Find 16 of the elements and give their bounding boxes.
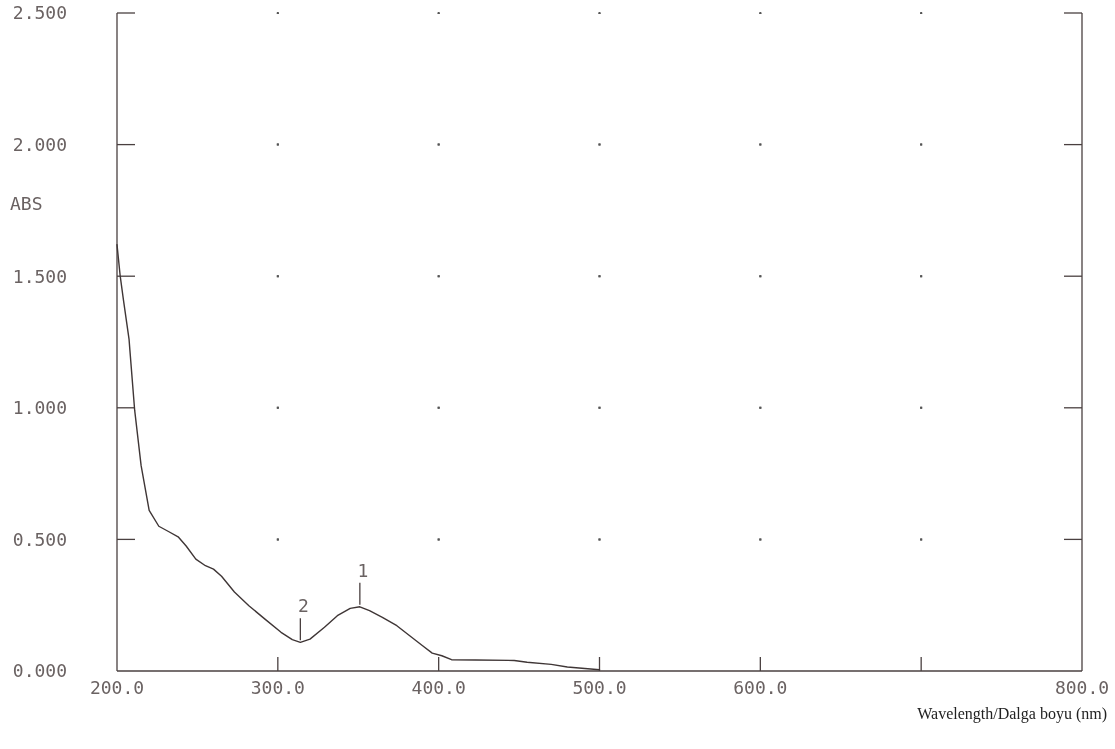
x-tick-label: 500.0 [572, 677, 627, 699]
annotation: 1 [357, 559, 369, 581]
x-tick-label: 800.0 [1054, 677, 1110, 699]
x-tick-label: 400.0 [411, 677, 466, 699]
annotation: 2 [297, 595, 309, 617]
y-tick-label: 2.500 [12, 2, 67, 24]
y-tick-label: 0.000 [12, 660, 67, 682]
x-axis-title: Wavelength/Dalga boyu (nm) [917, 704, 1107, 723]
y-axis-title: ABS [10, 193, 43, 215]
x-tick-label: 200.0 [89, 677, 145, 699]
y-tick-label: 0.500 [12, 528, 67, 550]
x-tick-label: 300.0 [250, 677, 305, 699]
x-tick-label: 600.0 [733, 677, 788, 699]
y-tick-label: 1.500 [12, 265, 67, 287]
y-tick-label: 1.000 [12, 397, 67, 419]
y-tick-label: 2.000 [12, 133, 67, 155]
